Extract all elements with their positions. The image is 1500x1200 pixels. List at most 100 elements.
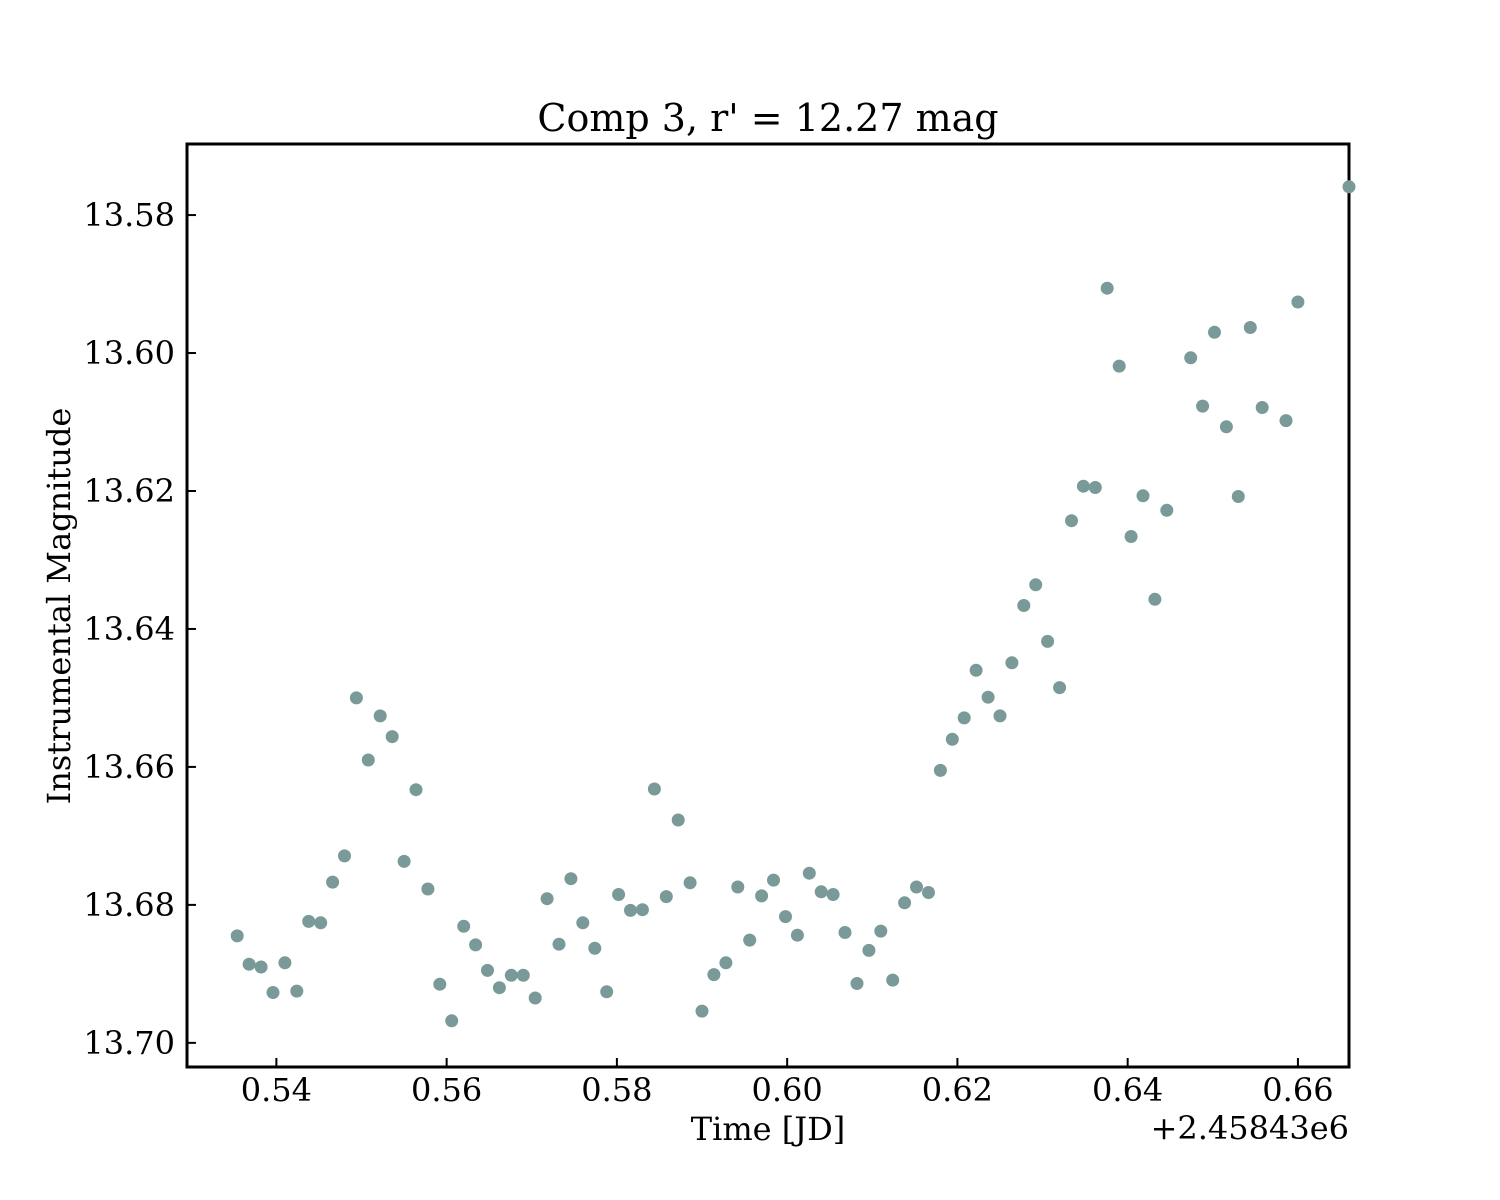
data-point <box>600 985 614 999</box>
data-point <box>922 886 935 899</box>
data-point <box>290 984 304 998</box>
data-point <box>707 968 721 982</box>
x-axis-label: Time [JD] <box>691 1110 845 1148</box>
y-tick-label: 13.68 <box>83 886 175 924</box>
data-point <box>302 914 316 928</box>
x-axis: 0.54 0.56 0.58 0.60 0.62 0.64 0.66 <box>241 1058 1334 1109</box>
data-point <box>492 981 506 995</box>
data-point <box>385 730 399 744</box>
y-tick-label: 13.66 <box>83 748 175 786</box>
data-point <box>671 813 685 827</box>
data-point <box>755 889 769 903</box>
x-tick-label: 0.58 <box>581 1071 652 1109</box>
data-point <box>1255 401 1269 414</box>
data-point <box>1029 578 1043 592</box>
data-point <box>898 896 912 910</box>
data-point <box>576 916 590 930</box>
data-point <box>1005 656 1019 670</box>
data-point <box>397 854 411 868</box>
data-point <box>1160 503 1174 517</box>
data-point <box>862 943 876 957</box>
chart-title: Comp 3, r' = 12.27 mag <box>537 96 998 140</box>
data-point <box>1243 321 1257 334</box>
data-point <box>767 873 780 887</box>
data-point <box>838 926 852 939</box>
data-point <box>1279 414 1293 428</box>
y-axis: 13.58 13.60 13.62 13.64 13.66 13.68 13.70 <box>83 196 196 1062</box>
data-point <box>933 763 947 777</box>
data-point <box>540 892 554 906</box>
data-point <box>647 782 661 796</box>
data-point <box>1208 325 1221 339</box>
data-point <box>1136 489 1150 503</box>
data-markers <box>230 180 1356 1028</box>
data-point <box>659 890 673 904</box>
x-offset-label: +2.45843e6 <box>1151 1109 1349 1147</box>
data-point <box>1076 479 1090 493</box>
data-point <box>373 709 387 723</box>
data-point <box>731 880 745 894</box>
data-point <box>683 876 697 890</box>
data-point <box>1291 295 1305 309</box>
data-point <box>1184 351 1198 365</box>
data-point <box>445 1014 459 1028</box>
data-point <box>635 903 649 917</box>
data-point <box>349 691 363 705</box>
data-point <box>1196 399 1210 413</box>
data-point <box>588 941 602 955</box>
data-point <box>981 690 995 704</box>
data-point <box>1112 359 1126 373</box>
data-point <box>1017 599 1031 612</box>
data-point <box>1041 634 1055 648</box>
data-point <box>1124 530 1138 543</box>
y-tick-label: 13.60 <box>83 334 175 372</box>
data-point <box>1053 681 1067 695</box>
data-point <box>1219 420 1233 434</box>
data-point <box>552 937 566 951</box>
data-point <box>826 888 840 901</box>
data-point <box>361 753 375 767</box>
data-point <box>528 991 542 1005</box>
data-point <box>1065 514 1078 528</box>
data-point <box>516 968 530 982</box>
data-point <box>779 910 792 924</box>
data-point <box>886 973 900 987</box>
data-point <box>1231 490 1245 503</box>
data-point <box>743 933 757 947</box>
data-point <box>790 928 804 942</box>
data-point <box>457 919 471 933</box>
y-tick-label: 13.58 <box>83 196 175 234</box>
data-point <box>278 956 292 970</box>
data-point <box>719 956 733 970</box>
data-point <box>695 1004 709 1018</box>
y-tick-label: 13.64 <box>83 610 175 648</box>
data-point <box>874 924 888 938</box>
y-tick-label: 13.70 <box>83 1024 175 1062</box>
data-point <box>612 888 626 901</box>
plot-frame <box>185 142 1351 1069</box>
x-tick-label: 0.60 <box>752 1071 823 1109</box>
data-point <box>1088 481 1102 494</box>
x-tick-label: 0.56 <box>411 1071 482 1109</box>
data-point <box>624 903 637 917</box>
data-point <box>802 866 816 880</box>
data-point <box>242 957 256 971</box>
data-point <box>1100 281 1114 295</box>
data-point <box>850 977 864 990</box>
x-tick-label: 0.64 <box>1092 1071 1163 1109</box>
data-point <box>469 938 483 952</box>
data-point <box>421 882 435 896</box>
data-point <box>1342 180 1356 194</box>
data-point <box>993 709 1007 723</box>
data-point <box>266 986 280 999</box>
y-axis-label: Instrumental Magnitude <box>40 408 78 805</box>
data-point <box>504 968 518 982</box>
data-point <box>910 880 923 894</box>
data-point <box>564 872 578 886</box>
data-point <box>254 960 268 974</box>
data-point <box>945 732 959 746</box>
plot-area <box>185 142 1356 1069</box>
data-point <box>957 711 971 725</box>
data-point <box>409 783 423 797</box>
